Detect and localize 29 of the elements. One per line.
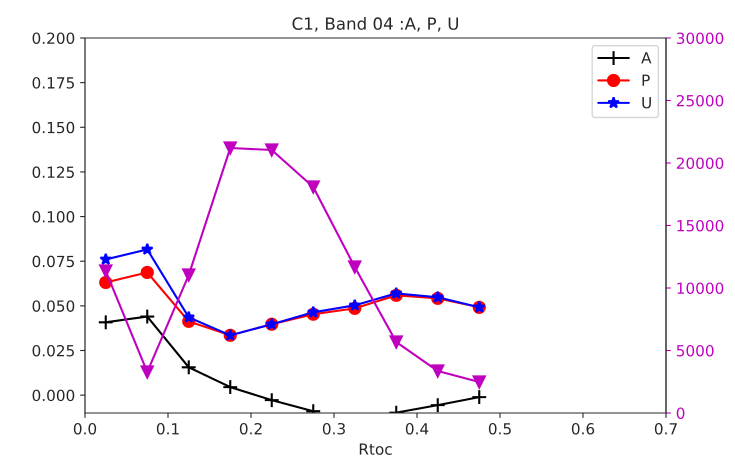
y2-tick-label: 30000 <box>676 32 724 44</box>
y-tick-label: 0.125 <box>32 166 74 178</box>
y2-tick-label: 15000 <box>677 220 724 232</box>
x-axis-title: Rtoc <box>360 444 392 455</box>
x-tick-label: 0.2 <box>240 422 262 435</box>
legend-label: U <box>642 97 651 108</box>
x-tick-label: 0.4 <box>406 422 428 435</box>
x-tick-label: 0.6 <box>572 422 594 435</box>
x-tick-label: 0.0 <box>74 422 96 435</box>
y-tick-label: 0.175 <box>32 77 74 89</box>
legend-label: P <box>642 74 650 86</box>
y-tick-label: 0.075 <box>32 256 74 268</box>
x-tick-label: 0.1 <box>156 422 179 435</box>
y-tick-label: 0.150 <box>32 122 74 134</box>
x-tick-label: 0.7 <box>654 422 677 435</box>
y2-tick-label: 20000 <box>676 157 724 170</box>
y2-tick-label: 10000 <box>677 282 724 294</box>
y2-tick-label: 5000 <box>676 344 714 357</box>
y2-tick-label: 0 <box>676 407 684 420</box>
x-tick-label: 0.5 <box>488 422 511 435</box>
y-tick-label: 0.100 <box>32 211 74 223</box>
legend-label: A <box>641 52 652 64</box>
y-tick-label: 0.050 <box>32 300 74 312</box>
chart-title: C1, Band 04 :A, P, U <box>292 17 458 32</box>
y-tick-label: 0.200 <box>32 32 74 44</box>
x-tick-label: 0.3 <box>322 422 345 435</box>
y-tick-label: 0.025 <box>32 344 74 357</box>
y2-tick-label: 25000 <box>676 94 724 107</box>
y-tick-label: 0.000 <box>32 390 74 402</box>
